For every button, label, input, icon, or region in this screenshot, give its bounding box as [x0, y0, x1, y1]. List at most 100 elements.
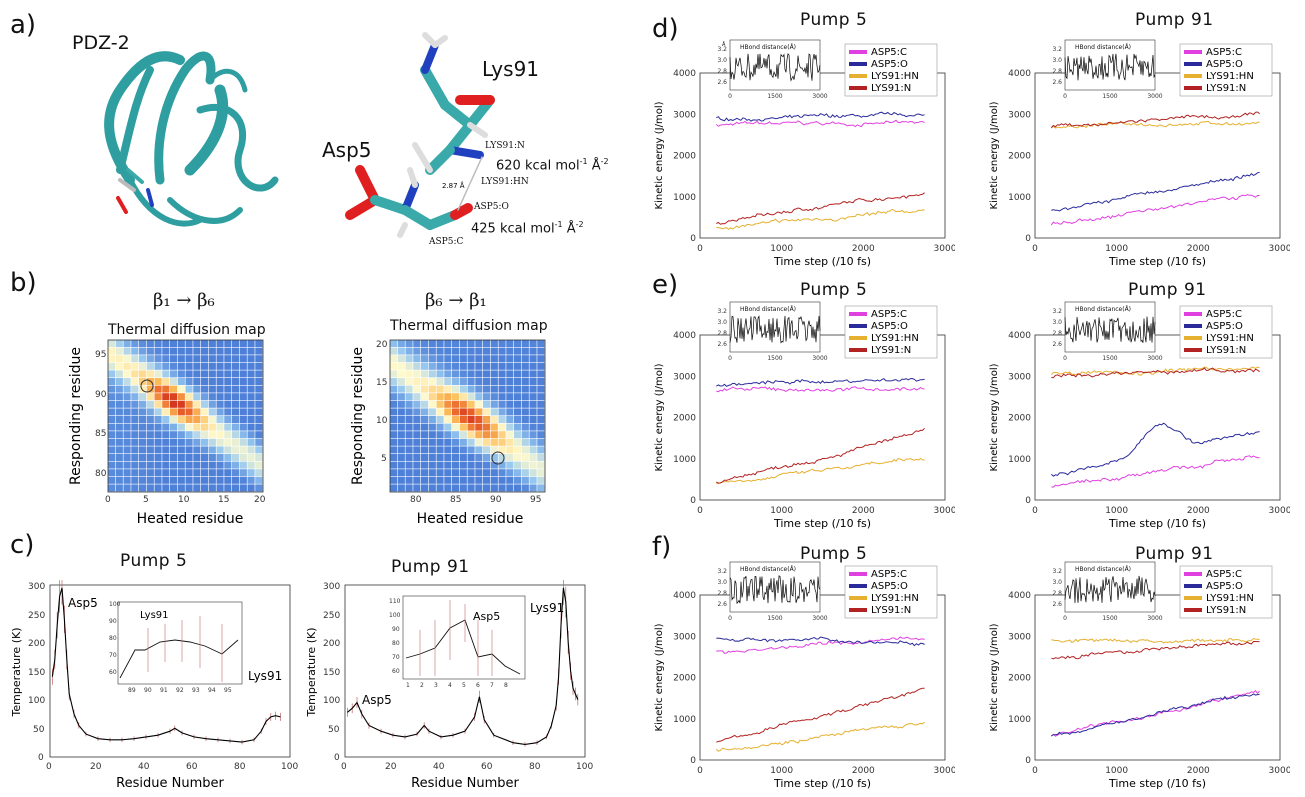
- heatmap-left-cell: [247, 431, 255, 439]
- heatmap-left-cell: [139, 431, 147, 439]
- heatmap-right-cell: [521, 431, 529, 439]
- ke-f-right-ytick-4: 4000: [1008, 591, 1031, 601]
- heatmap-left-cell: [185, 438, 193, 446]
- heatmap-right-cell: [483, 476, 491, 484]
- heatmap-right-cell: [475, 340, 483, 347]
- heatmap-left-cell: [208, 370, 216, 378]
- heatmap-left-cell: [154, 446, 162, 454]
- heatmap-right-cell: [452, 355, 460, 363]
- heatmap-right-cell: [506, 446, 514, 454]
- ke-e-left-legend-label-3: LYS91:N: [871, 345, 911, 356]
- heatmap-left-cell: [185, 469, 193, 477]
- heatmap-right-cell: [436, 378, 444, 385]
- hm-right-xtick-2: 90: [490, 495, 502, 505]
- heatmap-right-cell: [498, 469, 506, 477]
- heatmap-right-cell: [413, 340, 421, 347]
- ke-d-left-inset-unit: Å: [722, 41, 726, 48]
- heatmap-right-cell: [475, 362, 483, 370]
- heatmap-left-cell: [115, 393, 123, 401]
- heatmap-left-cell: [154, 469, 162, 477]
- heatmap-right-cell: [529, 385, 537, 393]
- hm-left-xtick-0: 0: [105, 495, 111, 505]
- hm-left-ytick-1: 85: [95, 429, 106, 439]
- ke-f-left-legend-label-3: LYS91:N: [871, 605, 911, 616]
- heatmap-left-cell: [208, 454, 216, 461]
- ke-d-right-xtick-2: 2000: [1187, 244, 1210, 254]
- ke-d-right-legend-label-0: ASP5:C: [1206, 47, 1242, 58]
- heatmap-right-cell: [436, 340, 444, 347]
- tl-annot-lys91: Lys91: [248, 669, 282, 683]
- heatmap-left-cell: [232, 408, 240, 416]
- spring-constant-2-value: 425 kcal mol: [471, 221, 555, 237]
- heatmap-right-cell: [490, 476, 498, 484]
- heatmap-right-cell: [529, 400, 537, 408]
- ke-e-right-xtick-0: 0: [1032, 506, 1038, 516]
- heatmap-right-cell: [428, 423, 436, 431]
- heatmap-right-cell: [483, 340, 491, 347]
- heatmap-right-cell: [475, 347, 483, 355]
- heatmap-left-cell: [177, 469, 185, 477]
- heatmap-right-cell: [390, 469, 398, 477]
- heatmap-right-cell: [421, 347, 429, 355]
- heatmap-right-cell: [521, 385, 529, 393]
- heatmap-left-cell: [162, 469, 170, 477]
- heatmap-right-cell: [436, 362, 444, 370]
- heatmap-left-cell: [162, 438, 170, 446]
- heatmap-left-cell: [185, 385, 193, 393]
- heatmap-right-cell: [421, 378, 429, 385]
- heatmap-left-cell: [247, 416, 255, 423]
- heatmap-left-cell: [201, 431, 209, 439]
- heatmap-right-cell: [490, 431, 498, 439]
- heatmap-right-cell: [475, 461, 483, 469]
- heatmap-right-cell: [498, 476, 506, 484]
- heatmap-right-cell: [459, 347, 467, 355]
- heatmap-right-cell: [521, 423, 529, 431]
- heatmap-right-cell: [490, 461, 498, 469]
- heatmap-left-cell: [247, 446, 255, 454]
- heatmap-left-cell: [115, 476, 123, 484]
- heatmap-left-cell: [193, 476, 201, 484]
- ke-e-left-inset-ytick-2: 3.0: [717, 319, 727, 326]
- heatmap-left-cell: [154, 408, 162, 416]
- heatmap-right-cell: [413, 484, 421, 492]
- heatmap-right-cell: [405, 431, 413, 439]
- heatmap-left-cell: [131, 362, 139, 370]
- heatmap-right-cell: [452, 469, 460, 477]
- heatmap-right-cell: [467, 400, 475, 408]
- heatmap-right-cell: [428, 378, 436, 385]
- heatmap-right-cell: [444, 393, 452, 401]
- heatmap-right-cell: [490, 362, 498, 370]
- heatmap-left-cell: [208, 400, 216, 408]
- heatmap-left-cell: [216, 355, 224, 363]
- heatmap-right-cell: [506, 362, 514, 370]
- heatmap-right-cell: [483, 355, 491, 363]
- heatmap-left-cell: [255, 438, 263, 446]
- tr-xtick-3: 60: [481, 762, 493, 772]
- heatmap-right-cell: [514, 438, 522, 446]
- heatmap-left-title: Thermal diffusion map: [108, 322, 266, 338]
- tr-ytick-6: 300: [323, 582, 340, 592]
- heatmap-left-cell: [247, 461, 255, 469]
- heatmap-right-cell: [421, 385, 429, 393]
- heatmap-left-cell: [185, 378, 193, 385]
- heatmap-left-cell: [123, 385, 131, 393]
- heatmap-right-cell: [475, 416, 483, 423]
- heatmap-left-cell: [177, 400, 185, 408]
- hm-left-ytick-3: 95: [95, 350, 106, 360]
- heatmap-right-cell: [506, 408, 514, 416]
- ke-d-left-inset-xtick-1: 1500: [767, 93, 782, 100]
- heatmap-left-cell: [123, 355, 131, 363]
- heatmap-right-cell: [428, 461, 436, 469]
- heatmap-left-cell: [216, 408, 224, 416]
- ke-e-left-inset-title: HBond distance(Å): [740, 306, 796, 313]
- heatmap-left-cell: [177, 347, 185, 355]
- heatmap-left-cell: [247, 438, 255, 446]
- heatmap-right-cell: [483, 423, 491, 431]
- heatmap-left-cell: [162, 446, 170, 454]
- heatmap-left-cell: [115, 461, 123, 469]
- heatmap-right-cell: [405, 438, 413, 446]
- heatmap-right-cell: [514, 408, 522, 416]
- heatmap-left-cell: [108, 469, 116, 477]
- heatmap-right-cell: [421, 469, 429, 477]
- heatmap-right-cell: [452, 454, 460, 461]
